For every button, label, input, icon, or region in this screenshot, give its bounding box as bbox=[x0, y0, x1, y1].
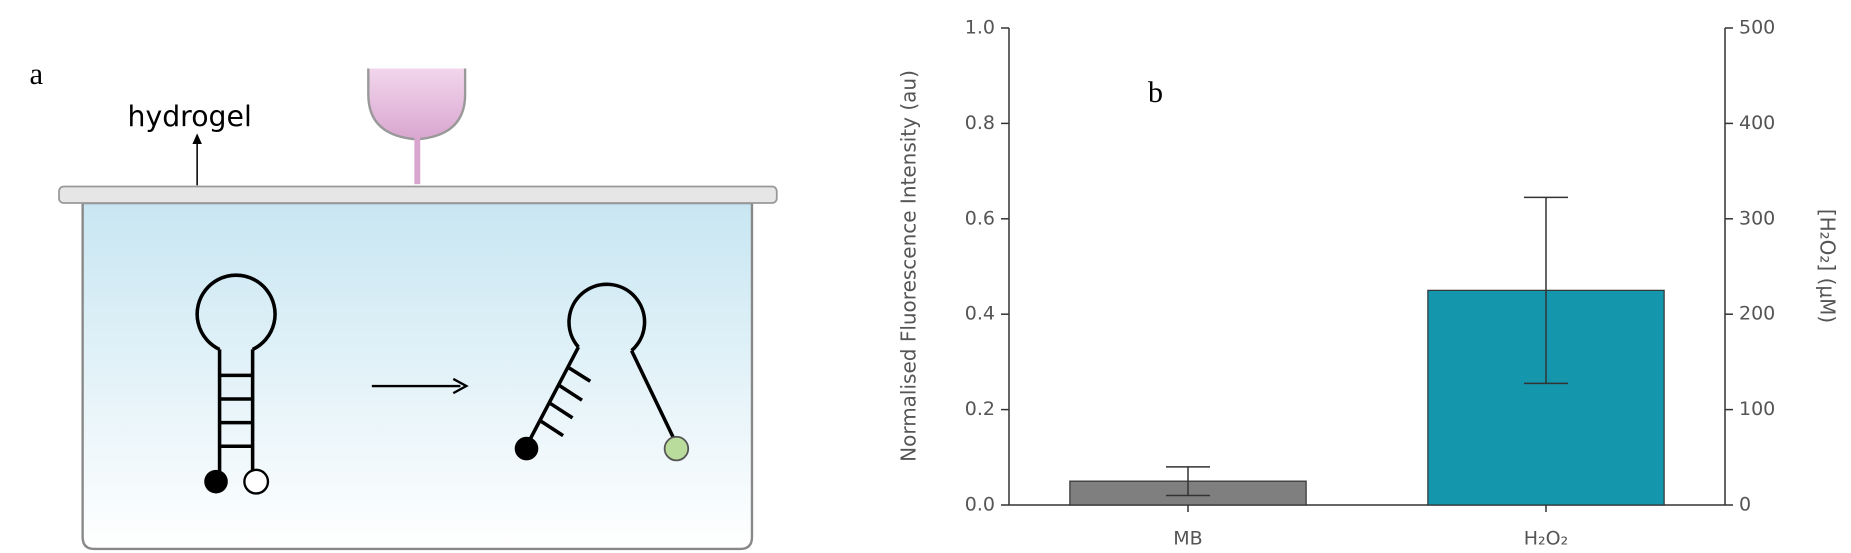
y2-tick-label: 100 bbox=[1739, 398, 1775, 420]
pointer-head bbox=[192, 133, 202, 145]
y-tick-label: 0.0 bbox=[965, 494, 995, 516]
panel-label: b bbox=[1148, 76, 1163, 109]
hairpin-closed bbox=[195, 273, 277, 473]
y-tick-label: 0.4 bbox=[965, 303, 995, 325]
hydrogel-plate bbox=[58, 185, 778, 204]
y2-tick-label: 400 bbox=[1739, 112, 1775, 134]
y2-tick-label: 300 bbox=[1739, 207, 1775, 229]
x-tick-label: H₂O₂ bbox=[1524, 528, 1568, 550]
container bbox=[81, 201, 754, 551]
y2-axis-label: [H₂O₂] (μM) bbox=[1816, 209, 1840, 323]
quencher bbox=[204, 469, 228, 494]
y-tick-label: 0.8 bbox=[965, 112, 995, 134]
hairpin-open bbox=[526, 282, 676, 445]
y-tick-label: 0.6 bbox=[965, 207, 995, 229]
arrow-head bbox=[452, 377, 469, 395]
y-tick-label: 1.0 bbox=[965, 17, 995, 39]
y2-tick-label: 500 bbox=[1739, 17, 1775, 39]
annotation: hydrogel bbox=[127, 100, 251, 133]
quencher bbox=[514, 436, 539, 461]
fluorophore-on bbox=[663, 435, 690, 462]
y-axis-label: Normalised Fluorescence Intensity (au) bbox=[897, 70, 921, 462]
y-tick-label: 0.2 bbox=[965, 398, 995, 420]
fluorophore-off bbox=[243, 468, 270, 495]
droplet bbox=[414, 136, 421, 185]
y2-tick-label: 0 bbox=[1739, 494, 1751, 516]
diagram: a hydrogel bbox=[30, 57, 778, 551]
pipette bbox=[367, 68, 467, 141]
panel-label: a bbox=[30, 57, 44, 91]
y2-tick-label: 200 bbox=[1739, 303, 1775, 325]
x-tick-label: MB bbox=[1173, 528, 1202, 550]
